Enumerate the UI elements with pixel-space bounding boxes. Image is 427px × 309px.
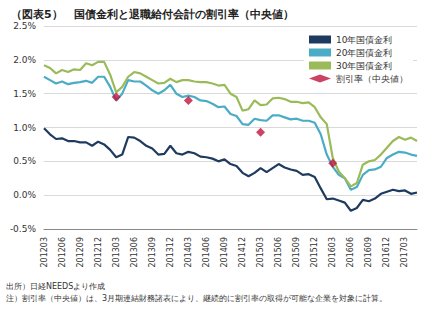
svg-text:0.0%: 0.0% (13, 190, 36, 200)
svg-text:0.5%: 0.5% (13, 156, 36, 166)
svg-text:201203: 201203 (40, 237, 49, 268)
svg-text:1.5%: 1.5% (13, 89, 36, 99)
svg-text:201609: 201609 (364, 237, 373, 268)
svg-text:201406: 201406 (202, 237, 211, 268)
svg-text:201503: 201503 (256, 237, 265, 268)
svg-text:注）割引率（中央値）は、3月期連結財務諸表により、継続的に割: 注）割引率（中央値）は、3月期連結財務諸表により、継続的に割引率の取得が可能な企… (6, 294, 387, 303)
svg-text:201212: 201212 (94, 237, 103, 268)
svg-text:201606: 201606 (346, 237, 355, 268)
svg-text:201303: 201303 (112, 237, 121, 268)
svg-text:（図表5） 国債金利と退職給付会計の割引率（中央値）: （図表5） 国債金利と退職給付会計の割引率（中央値） (11, 8, 294, 21)
svg-text:201509: 201509 (292, 237, 301, 268)
svg-text:2.5%: 2.5% (13, 21, 36, 31)
svg-text:出所）日経NEEDSより作成: 出所）日経NEEDSより作成 (6, 282, 105, 291)
svg-text:201603: 201603 (328, 237, 337, 268)
svg-text:2.0%: 2.0% (13, 55, 36, 65)
svg-text:201403: 201403 (184, 237, 193, 268)
svg-text:201703: 201703 (400, 237, 409, 268)
svg-text:1.0%: 1.0% (13, 123, 36, 133)
svg-text:201306: 201306 (130, 237, 139, 268)
svg-text:-0.5%: -0.5% (10, 224, 37, 234)
svg-text:201206: 201206 (58, 237, 67, 268)
svg-text:30年国債金利: 30年国債金利 (336, 61, 392, 71)
svg-text:割引率（中央値）: 割引率（中央値） (336, 74, 408, 84)
svg-text:201309: 201309 (148, 237, 157, 268)
svg-text:201312: 201312 (166, 237, 175, 268)
svg-text:201506: 201506 (274, 237, 283, 268)
svg-text:201612: 201612 (382, 237, 391, 268)
svg-text:201409: 201409 (220, 237, 229, 268)
svg-text:201412: 201412 (238, 237, 247, 268)
svg-text:20年国債金利: 20年国債金利 (336, 48, 392, 58)
svg-text:10年国債金利: 10年国債金利 (336, 35, 392, 45)
svg-text:201209: 201209 (76, 237, 85, 268)
svg-text:201512: 201512 (310, 237, 319, 268)
